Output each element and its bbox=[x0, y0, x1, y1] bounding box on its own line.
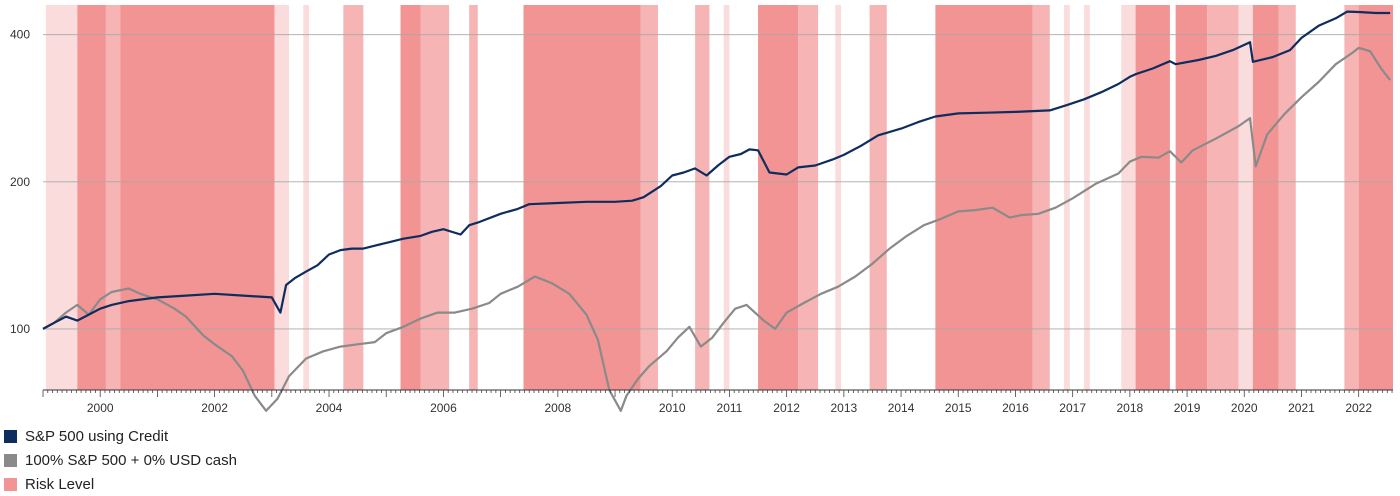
risk-band bbox=[523, 5, 641, 390]
risk-band bbox=[1252, 5, 1279, 390]
series-lines bbox=[42, 10, 1391, 412]
legend-swatch-risk bbox=[4, 477, 17, 491]
x-tick-label: 2022 bbox=[1345, 401, 1372, 415]
risk-band bbox=[1278, 5, 1296, 390]
x-tick-label: 2006 bbox=[430, 401, 457, 415]
risk-bands bbox=[45, 5, 1393, 390]
x-tick-label: 2000 bbox=[87, 401, 114, 415]
risk-band bbox=[723, 5, 730, 390]
x-tick-label: 2019 bbox=[1174, 401, 1201, 415]
risk-band bbox=[1344, 5, 1359, 390]
risk-band bbox=[120, 5, 275, 390]
risk-band bbox=[1358, 5, 1393, 390]
risk-band bbox=[935, 5, 1033, 390]
risk-band bbox=[758, 5, 799, 390]
x-tick-label: 2011 bbox=[717, 401, 743, 415]
risk-band bbox=[1207, 5, 1239, 390]
y-tick-label: 100 bbox=[10, 322, 30, 336]
risk-band bbox=[798, 5, 819, 390]
legend-swatch-sp500 bbox=[4, 453, 17, 467]
risk-band bbox=[869, 5, 887, 390]
chart: 2000 2002 2004 2006 2008 2010 2011 2012 2013 2014… bbox=[10, 5, 1393, 415]
risk-band bbox=[1175, 5, 1208, 390]
x-tick-label: 2014 bbox=[888, 401, 915, 415]
risk-band bbox=[77, 5, 106, 390]
risk-band bbox=[695, 5, 710, 390]
x-tick-label: 2017 bbox=[1059, 401, 1086, 415]
risk-band bbox=[1238, 5, 1253, 390]
series-line-credit bbox=[42, 10, 1391, 330]
legend: S&P 500 using Credit 100% S&P 500 + 0% U… bbox=[4, 424, 237, 496]
legend-label-risk: Risk Level bbox=[25, 475, 95, 493]
risk-band bbox=[400, 5, 421, 390]
x-tick-label: 2010 bbox=[659, 401, 686, 415]
x-tick-label: 2015 bbox=[945, 401, 972, 415]
y-tick-label: 400 bbox=[10, 28, 30, 42]
risk-band bbox=[1084, 5, 1090, 390]
legend-label-sp500: 100% S&P 500 + 0% USD cash bbox=[25, 451, 237, 469]
risk-band bbox=[303, 5, 309, 390]
y-axis: 100 200 400 bbox=[10, 28, 30, 336]
risk-band bbox=[420, 5, 450, 390]
x-tick-label: 2020 bbox=[1231, 401, 1258, 415]
x-tick-label: 2002 bbox=[201, 401, 228, 415]
risk-band bbox=[45, 5, 78, 390]
risk-band bbox=[469, 5, 478, 390]
x-tick-label: 2018 bbox=[1117, 401, 1144, 415]
risk-band bbox=[1121, 5, 1136, 390]
legend-item-risk[interactable]: Risk Level bbox=[4, 472, 237, 496]
x-tick-label: 2016 bbox=[1002, 401, 1029, 415]
x-tick-label: 2004 bbox=[316, 401, 343, 415]
legend-swatch-credit bbox=[4, 429, 17, 443]
legend-item-credit[interactable]: S&P 500 using Credit bbox=[4, 424, 237, 448]
series-line-sp500 bbox=[42, 46, 1391, 412]
x-tick-label: 2013 bbox=[830, 401, 857, 415]
x-tick-label: 2021 bbox=[1288, 401, 1315, 415]
x-tick-label: 2012 bbox=[773, 401, 800, 415]
x-axis: 2000 2002 2004 2006 2008 2010 2011 2012 2013 2014… bbox=[42, 389, 1393, 415]
risk-band bbox=[105, 5, 121, 390]
legend-label-credit: S&P 500 using Credit bbox=[25, 427, 169, 445]
risk-band bbox=[640, 5, 658, 390]
risk-band bbox=[1032, 5, 1050, 390]
risk-band bbox=[1064, 5, 1070, 390]
risk-band bbox=[274, 5, 289, 390]
risk-band bbox=[343, 5, 364, 390]
legend-item-sp500[interactable]: 100% S&P 500 + 0% USD cash bbox=[4, 448, 237, 472]
y-tick-label: 200 bbox=[10, 175, 30, 189]
x-tick-label: 2008 bbox=[544, 401, 571, 415]
risk-band bbox=[835, 5, 841, 390]
